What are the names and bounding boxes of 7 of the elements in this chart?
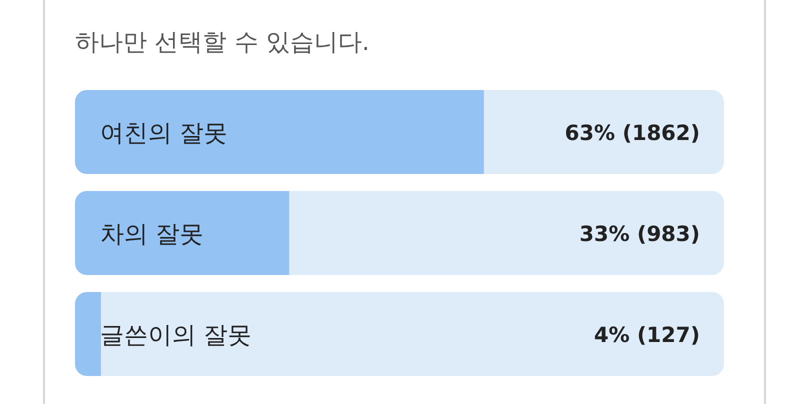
y-tick-label: 차의 잘못 <box>100 220 204 248</box>
data-label: 4% (127) <box>594 323 700 347</box>
y-tick-label: 여친의 잘못 <box>100 119 228 147</box>
data-label: 63% (1862) <box>564 121 700 145</box>
chart-title: 하나만 선택할 수 있습니다. <box>75 28 370 56</box>
data-label: 33% (983) <box>579 222 700 246</box>
y-tick-label: 글쓴이의 잘못 <box>100 321 252 349</box>
